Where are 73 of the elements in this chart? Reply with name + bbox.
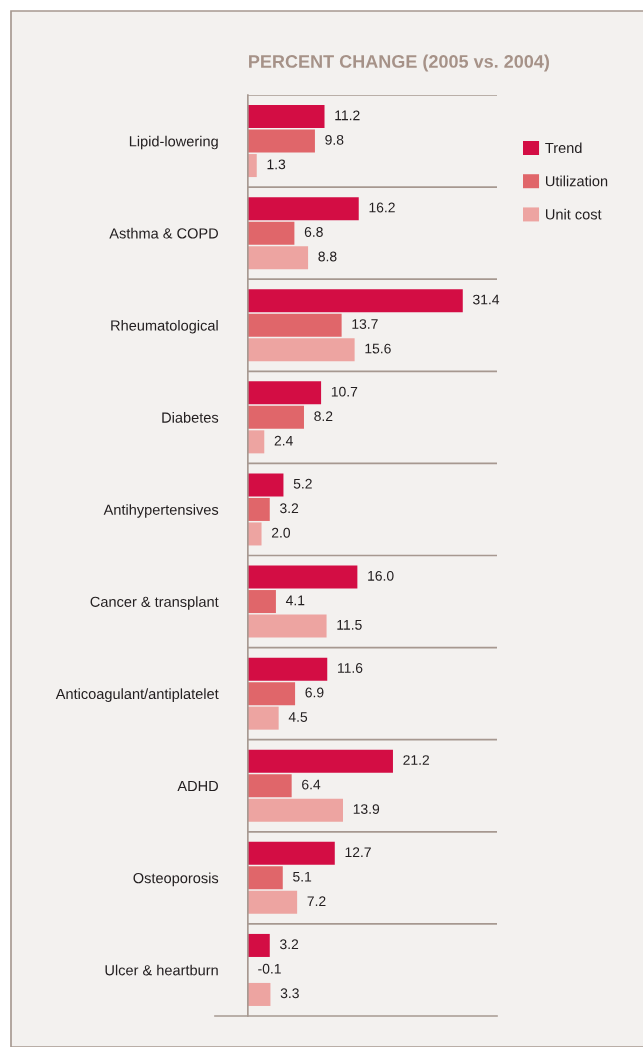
bar <box>247 982 271 1006</box>
data-label: 5.2 <box>293 478 312 489</box>
data-label: 11.2 <box>335 110 360 121</box>
bar <box>247 749 393 773</box>
bar <box>247 774 292 798</box>
bar <box>247 682 296 706</box>
data-label: 7.2 <box>307 896 326 906</box>
bar <box>247 129 315 153</box>
data-label: 5.1 <box>293 871 312 882</box>
y-tick-label: Lipid-lowering <box>129 135 218 150</box>
bar <box>247 313 342 337</box>
bar <box>247 289 463 313</box>
data-label: 2.0 <box>271 527 291 538</box>
y-tick-label: Antihypertensives <box>103 504 219 518</box>
data-label: 11.6 <box>338 663 363 673</box>
data-label: 4.5 <box>288 712 308 722</box>
data-label: 3.2 <box>280 503 299 514</box>
data-label: 16.2 <box>369 202 395 213</box>
bar <box>247 105 325 129</box>
data-label: 13.9 <box>353 804 380 814</box>
bar <box>247 221 295 245</box>
bar <box>247 430 265 454</box>
bar <box>247 405 304 429</box>
bar <box>247 154 257 178</box>
data-label: 3.3 <box>280 988 299 999</box>
bar <box>247 841 335 865</box>
data-label: -0.1 <box>258 963 281 974</box>
bar <box>247 522 262 546</box>
y-tick-label: Ulcer & heartburn <box>105 964 218 976</box>
bar <box>247 197 359 221</box>
data-label: 6.9 <box>305 687 324 698</box>
bar <box>247 338 355 362</box>
data-label: 12.7 <box>345 847 371 857</box>
data-label: 8.2 <box>314 411 333 422</box>
bar <box>247 497 270 521</box>
data-label: 6.8 <box>304 227 323 237</box>
data-label: 21.2 <box>403 755 430 765</box>
bar <box>247 590 276 614</box>
bar <box>247 706 279 730</box>
y-tick-label: Cancer & transplant <box>90 596 219 610</box>
legend-label: Utilization <box>546 175 608 187</box>
data-label: 2.4 <box>274 435 293 446</box>
legend-label: Unit cost <box>546 208 602 220</box>
data-label: 3.2 <box>280 939 299 950</box>
data-label: 13.7 <box>352 319 378 329</box>
y-tick-label: Anticoagulant/antiplatelet <box>55 688 219 702</box>
y-tick-label: Osteoporosis <box>133 872 219 887</box>
bar <box>247 246 309 270</box>
data-label: 4.1 <box>285 595 305 606</box>
data-label: 1.3 <box>267 159 286 170</box>
y-tick-label: ADHD <box>177 781 218 792</box>
chart-title: PERCENT CHANGE (2005 vs. 2004) <box>249 54 549 72</box>
data-label: 15.6 <box>365 343 391 354</box>
bar <box>247 614 327 638</box>
bar <box>247 657 328 681</box>
bar <box>247 798 343 822</box>
bar <box>247 933 270 957</box>
data-label: 31.4 <box>473 294 500 305</box>
bar <box>247 381 322 405</box>
data-label: 8.8 <box>318 251 337 262</box>
data-label: 6.4 <box>302 779 321 790</box>
data-label: 10.7 <box>331 386 358 397</box>
y-tick-label: Diabetes <box>162 412 219 423</box>
bar <box>247 890 298 914</box>
bar <box>247 565 358 589</box>
y-tick-label: Asthma & COPD <box>109 227 218 239</box>
bar <box>247 866 283 890</box>
data-label: 11.5 <box>337 620 362 630</box>
y-tick-label: Rheumatological <box>111 319 218 334</box>
legend-label: Trend <box>545 142 582 154</box>
bar <box>247 473 284 497</box>
data-label: 16.0 <box>368 570 394 581</box>
data-label: 9.8 <box>325 134 344 145</box>
